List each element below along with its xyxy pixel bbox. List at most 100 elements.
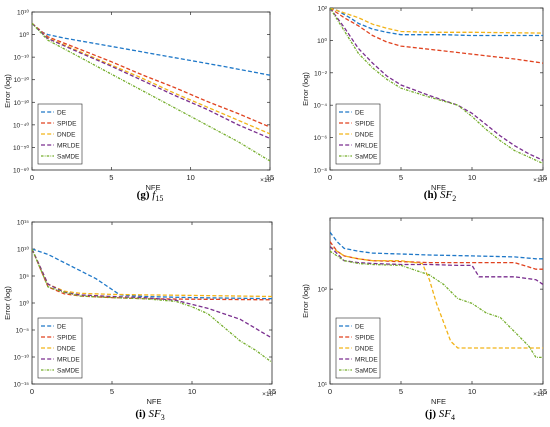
legend: DE SPIDE DNDE MRLDE SaMDE [37, 103, 83, 165]
x-axis-label: NFE [146, 183, 161, 192]
legend-box [37, 317, 83, 379]
legend-box [335, 103, 381, 165]
x-tick-label: 5 [109, 173, 113, 182]
x-tick-label: 5 [399, 173, 403, 182]
x-axis-label: NFE [431, 397, 446, 406]
y-tick-label: 10⁻³⁰ [14, 99, 30, 107]
legend-label-samde: SaMDE [355, 368, 378, 375]
legend-label-samde: SaMDE [57, 154, 80, 161]
series-line-dnde [330, 245, 543, 349]
y-tick-label: 10⁻⁸ [314, 168, 328, 175]
x-tick-label: 0 [30, 387, 34, 396]
y-tick-label: 10¹ [318, 382, 328, 389]
series-line-de [330, 231, 543, 260]
x-tick-label: 5 [399, 387, 403, 396]
series-line-spide [330, 241, 543, 270]
series-line-dnde [32, 248, 272, 298]
legend-label-de: DE [57, 110, 67, 117]
x-tick-label: 0 [30, 173, 34, 182]
legend: DE SPIDE DNDE MRLDE SaMDE [335, 103, 381, 165]
series-line-spide [330, 8, 543, 64]
legend: DE SPIDE DNDE MRLDE SaMDE [335, 317, 381, 379]
series-line-samde [32, 248, 272, 363]
y-tick-label: 10⁻⁶⁰ [13, 167, 29, 175]
x-multiplier-label: ×10⁴ [533, 391, 547, 398]
y-tick-label: 10² [318, 287, 328, 294]
series-line-mrlde [32, 248, 272, 339]
legend-label-dnde: DNDE [355, 132, 374, 139]
caption-letter: (h) [424, 189, 440, 201]
series-line-samde [330, 250, 543, 359]
y-tick-label: 10¹⁵ [17, 220, 29, 227]
x-axis-label: NFE [431, 183, 446, 192]
series-line-samde [330, 8, 543, 165]
legend-label-de: DE [355, 324, 365, 331]
y-tick-label: 10⁻¹⁰ [14, 54, 30, 62]
chart-panel-2: 0 5 10 15 10¹⁵ 10¹⁰ 10⁵ 10⁰ 10⁻⁵ 10⁻¹⁰ 10⁻¹⁵ NFE Err… [3, 220, 276, 423]
y-tick-label: 10⁰ [317, 37, 327, 45]
caption-function: SF [148, 408, 161, 420]
panel-caption: (h) SF2 [424, 189, 456, 203]
series-line-de [32, 248, 272, 300]
y-axis-label: Error (log) [301, 284, 310, 318]
caption-letter: (i) [135, 408, 148, 420]
legend-label-dnde: DNDE [57, 346, 76, 353]
x-axis-label: NFE [147, 397, 162, 406]
series-line-dnde [32, 22, 270, 135]
legend-label-spide: SPIDE [57, 121, 77, 128]
x-multiplier-label: ×10⁴ [262, 391, 276, 398]
series-line-mrlde [32, 22, 270, 139]
legend-label-spide: SPIDE [57, 335, 77, 342]
y-axis-label: Error (log) [3, 74, 12, 108]
y-axis-label: Error (log) [3, 286, 12, 320]
y-tick-label: 10⁻⁴ [314, 103, 328, 110]
x-tick-label: 5 [110, 387, 114, 396]
y-tick-label: 10⁻² [314, 70, 328, 77]
legend-label-mrlde: MRLDE [355, 357, 378, 364]
caption-function: SF [440, 189, 453, 201]
x-multiplier-label: ×10⁴ [533, 177, 547, 184]
legend-label-mrlde: MRLDE [355, 143, 378, 150]
caption-subscript: 4 [451, 413, 455, 422]
y-tick-label: 10¹⁰ [17, 246, 29, 254]
y-tick-label: 10¹⁰ [17, 9, 29, 17]
legend-label-mrlde: MRLDE [57, 357, 80, 364]
legend-label-dnde: DNDE [355, 346, 374, 353]
y-tick-label: 10⁻⁵ [16, 328, 30, 335]
panel-caption: (g) f15 [137, 189, 164, 203]
caption-subscript: 15 [155, 194, 163, 203]
x-tick-label: 10 [468, 387, 476, 396]
legend-box [37, 103, 83, 165]
chart-panel-1: 0 5 10 15 10² 10⁰ 10⁻² 10⁻⁴ 10⁻⁶ 10⁻⁸ NFE Error (lo… [301, 6, 547, 204]
y-tick-label: 10⁻⁴⁰ [13, 121, 29, 129]
y-tick-label: 10⁰ [19, 300, 29, 308]
legend-box [335, 317, 381, 379]
y-tick-label: 10⁻⁶ [314, 135, 328, 142]
x-tick-label: 10 [186, 173, 194, 182]
caption-letter: (g) [137, 189, 153, 201]
x-tick-label: 15 [266, 173, 274, 182]
x-tick-label: 0 [328, 387, 332, 396]
legend: DE SPIDE DNDE MRLDE SaMDE [37, 317, 83, 379]
legend-label-samde: SaMDE [57, 368, 80, 375]
series-line-de [330, 8, 543, 37]
caption-letter: (j) [425, 408, 439, 420]
caption-subscript: 2 [452, 194, 456, 203]
legend-label-samde: SaMDE [355, 154, 378, 161]
legend-label-spide: SPIDE [355, 335, 375, 342]
y-tick-label: 10⁻¹⁰ [14, 354, 30, 362]
x-tick-label: 0 [328, 173, 332, 182]
x-tick-label: 15 [539, 173, 547, 182]
chart-panel-0: 0 5 10 15 10¹⁰ 10⁰ 10⁻¹⁰ 10⁻²⁰ 10⁻³⁰ 10⁻⁴⁰ 10⁻⁵⁰ 10… [3, 9, 274, 204]
series-line-mrlde [330, 8, 543, 161]
legend-label-de: DE [355, 110, 365, 117]
y-tick-label: 10⁻²⁰ [14, 76, 30, 84]
series-line-dnde [330, 8, 543, 34]
caption-function: SF [439, 408, 452, 420]
y-tick-label: 10⁻¹⁵ [13, 382, 29, 389]
x-tick-label: 10 [188, 387, 196, 396]
panel-caption: (i) SF3 [135, 408, 164, 422]
legend-label-dnde: DNDE [57, 132, 76, 139]
series-line-samde [32, 22, 270, 162]
